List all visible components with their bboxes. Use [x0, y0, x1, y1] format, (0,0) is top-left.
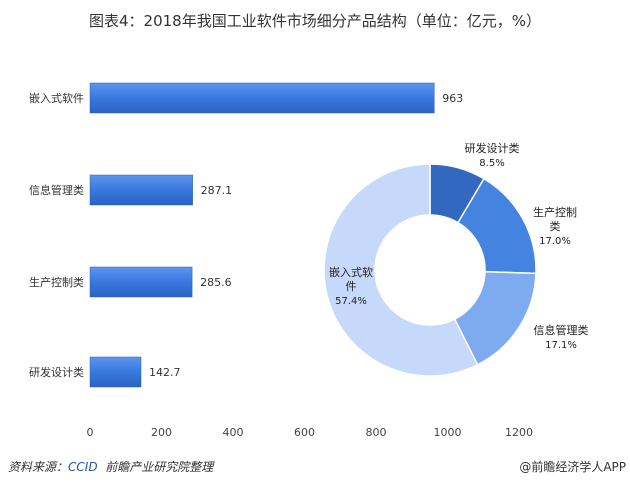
slice-label: 研发设计类: [465, 141, 520, 155]
category-label: 生产控制类: [29, 275, 84, 289]
slice-label: 生产控制: [533, 205, 577, 219]
bar: [89, 174, 193, 206]
slice-percent: 17.1%: [545, 340, 577, 351]
data-label: 285.6: [200, 276, 232, 289]
category-label: 嵌入式软件: [29, 91, 84, 105]
donut-slice: [323, 163, 479, 377]
source-suffix: 前瞻产业研究院整理: [105, 460, 214, 474]
category-label: 研发设计类: [29, 365, 84, 379]
credit: @前瞻经济学人APP: [519, 460, 626, 474]
x-tick-label: 0: [87, 426, 94, 439]
category-label: 信息管理类: [29, 183, 84, 197]
slice-percent: 8.5%: [479, 158, 504, 169]
slice-percent: 57.4%: [335, 296, 367, 307]
slice-label: 信息管理类: [534, 323, 589, 337]
data-label: 142.7: [149, 366, 181, 379]
x-tick-label: 1200: [505, 426, 533, 439]
source-note: 资料来源：CCID 前瞻产业研究院整理: [8, 458, 213, 475]
slice-percent: 17.0%: [539, 236, 571, 247]
bar: [89, 266, 193, 298]
source-prefix: 资料来源：: [8, 460, 69, 474]
x-tick-label: 200: [151, 426, 172, 439]
bar: [89, 82, 435, 114]
slice-label-cont: 件: [346, 280, 357, 293]
x-tick-label: 400: [223, 426, 244, 439]
data-label: 287.1: [201, 184, 233, 197]
x-tick-label: 800: [366, 426, 387, 439]
bar: [89, 356, 142, 388]
slice-label-cont: 类: [550, 219, 561, 233]
data-label: 963: [442, 92, 463, 105]
source-org: CCID: [68, 460, 98, 474]
x-tick-label: 1000: [434, 426, 462, 439]
slice-label: 嵌入式软: [329, 265, 373, 279]
x-tick-label: 600: [294, 426, 315, 439]
chart-title: 图表4：2018年我国工业软件市场细分产品结构（单位：亿元，%）: [89, 12, 541, 30]
